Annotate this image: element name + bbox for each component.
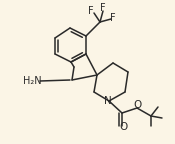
Text: O: O: [133, 100, 141, 110]
Text: O: O: [119, 122, 127, 132]
Text: N: N: [104, 96, 112, 106]
Text: H₂N: H₂N: [23, 76, 41, 86]
Text: F: F: [100, 3, 106, 13]
Text: F: F: [88, 6, 94, 16]
Text: F: F: [110, 13, 116, 23]
